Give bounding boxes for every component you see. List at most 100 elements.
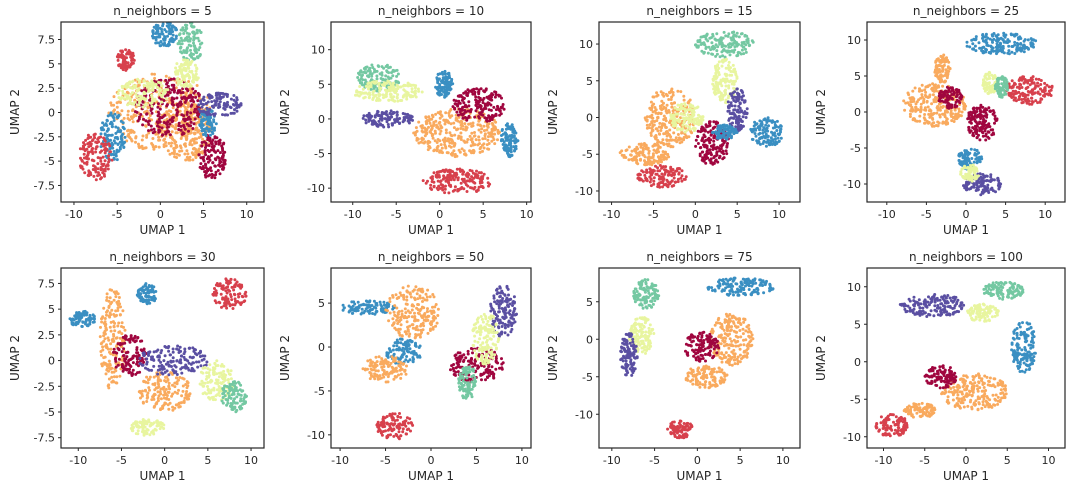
point-green — [722, 48, 726, 51]
point-crimson — [162, 99, 166, 102]
point-red — [676, 167, 679, 171]
point-blue — [105, 136, 109, 140]
point-orange — [624, 156, 628, 159]
point-orange — [173, 141, 177, 145]
point-red — [444, 184, 447, 188]
point-crimson — [474, 101, 478, 104]
point-orange — [659, 90, 663, 94]
point-blue — [960, 153, 964, 157]
point-crimson — [205, 167, 209, 171]
point-blue — [171, 40, 175, 44]
point-orange — [470, 151, 473, 155]
point-yellow — [727, 60, 731, 64]
point-blue — [779, 136, 783, 140]
point-blue — [731, 128, 735, 132]
point-orange — [671, 93, 675, 97]
point-yellow — [721, 97, 725, 101]
point-blue — [510, 123, 514, 127]
point-blue — [443, 69, 447, 73]
x-tick-label: 0 — [692, 208, 699, 221]
point-green — [715, 32, 719, 36]
point-crimson — [168, 122, 172, 126]
point-blue — [734, 127, 737, 131]
point-crimson — [143, 88, 146, 92]
point-orange — [195, 84, 199, 87]
point-orange — [648, 123, 652, 127]
point-yellow — [718, 98, 722, 101]
point-blue — [118, 147, 122, 151]
point-crimson — [696, 142, 700, 145]
point-purple — [236, 104, 240, 108]
point-orange — [463, 152, 467, 156]
point-yellow — [189, 60, 193, 64]
point-crimson — [459, 94, 463, 98]
point-crimson — [453, 102, 457, 106]
point-red — [96, 167, 100, 171]
point-green — [374, 69, 378, 73]
point-orange — [171, 137, 175, 141]
point-yellow — [724, 84, 728, 88]
point-crimson — [702, 144, 706, 148]
point-red — [649, 184, 653, 188]
point-blue — [779, 124, 783, 128]
point-blue — [171, 33, 175, 37]
point-crimson — [197, 112, 201, 116]
point-red — [656, 185, 660, 189]
point-orange — [425, 132, 429, 136]
point-crimson — [709, 144, 713, 148]
point-blue — [102, 123, 106, 127]
point-orange — [134, 105, 138, 109]
point-red — [1030, 100, 1034, 103]
point-yellow — [142, 96, 146, 100]
scatter-points — [618, 30, 783, 189]
point-orange — [137, 83, 141, 87]
subplot-title: n_neighbors = 5 — [113, 4, 212, 18]
x-tick-label: 0 — [157, 208, 164, 221]
point-yellow — [714, 75, 718, 79]
point-orange — [648, 159, 652, 163]
point-green — [179, 45, 183, 49]
point-crimson — [189, 104, 193, 108]
point-yellow — [677, 108, 681, 111]
x-tick-label: 0 — [436, 208, 443, 221]
point-purple — [376, 114, 380, 118]
point-blue — [444, 89, 448, 93]
point-red — [661, 179, 665, 183]
point-red — [432, 171, 436, 175]
point-orange — [460, 124, 464, 128]
point-purple — [221, 113, 224, 117]
point-blue — [154, 32, 158, 35]
point-orange — [651, 95, 655, 99]
point-green — [735, 31, 739, 35]
point-crimson — [472, 87, 476, 91]
point-yellow — [176, 83, 180, 87]
point-red — [448, 174, 452, 178]
point-red — [85, 147, 89, 151]
point-orange — [170, 130, 174, 134]
point-crimson — [196, 99, 200, 103]
point-blue — [973, 44, 977, 48]
point-crimson — [482, 89, 486, 93]
point-yellow — [124, 93, 128, 97]
point-red — [96, 174, 100, 178]
point-purple — [388, 116, 392, 119]
point-blue — [209, 121, 213, 125]
point-crimson — [177, 121, 181, 125]
point-crimson — [463, 116, 467, 119]
point-blue — [436, 91, 440, 95]
point-purple — [197, 107, 201, 111]
point-yellow — [185, 74, 189, 78]
point-crimson — [477, 90, 480, 94]
point-purple — [234, 100, 238, 104]
point-green — [702, 51, 706, 55]
point-blue — [112, 156, 116, 160]
x-tick-label: 10 — [240, 208, 254, 221]
point-yellow — [729, 79, 733, 83]
point-orange — [444, 128, 448, 132]
point-orange — [649, 100, 653, 104]
point-orange — [201, 137, 205, 141]
point-orange — [478, 142, 481, 146]
point-orange — [671, 91, 675, 94]
y-tick-label: 0 — [318, 113, 325, 126]
point-purple — [372, 119, 376, 123]
